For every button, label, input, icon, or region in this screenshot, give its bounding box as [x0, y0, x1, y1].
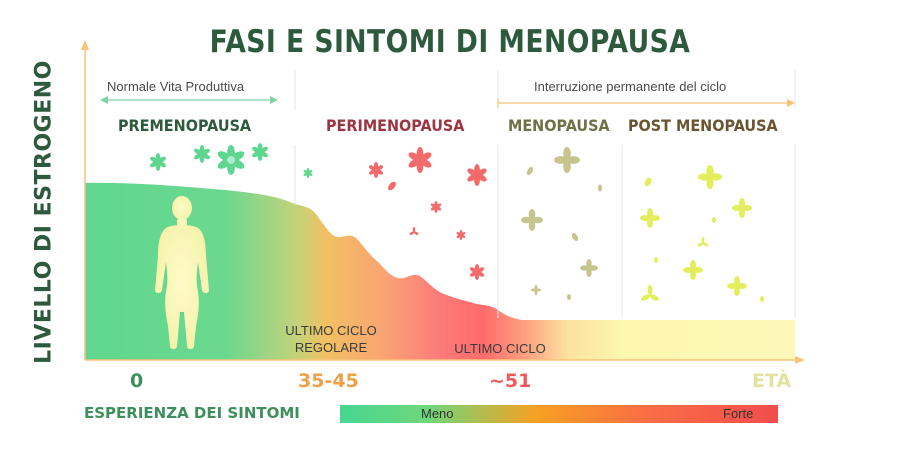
- normal-life-range-arrow: [100, 96, 278, 104]
- phase-premenopausa: PREMENOPAUSA: [118, 116, 252, 135]
- page-title: FASI E SINTOMI DI MENOPAUSA: [209, 24, 691, 60]
- marker-last-regular-cycle: ULTIMO CICLO REGOLARE: [285, 323, 377, 355]
- y-axis: [81, 40, 89, 360]
- woman-silhouette-icon: [155, 196, 209, 349]
- symptom-scale-high: Forte: [723, 406, 754, 421]
- x-axis: [85, 356, 805, 364]
- age-axis-label: ETÀ: [752, 370, 792, 392]
- phase-dividers: [294, 70, 796, 318]
- symptom-scale-label: ESPERIENZA DEI SINTOMI: [84, 404, 300, 422]
- interruption-range-arrow: [497, 98, 795, 108]
- marker-last-cycle: ULTIMO CICLO: [454, 341, 546, 356]
- symptom-scale-low: Meno: [421, 406, 454, 421]
- age-tick-35-45: 35-45: [298, 370, 359, 392]
- phase-perimenopausa: PERIMENOPAUSA: [326, 116, 465, 135]
- interruption-range-label: Interruzione permanente del ciclo: [534, 79, 727, 94]
- phase-menopausa: MENOPAUSA: [508, 116, 610, 135]
- phase-post-menopausa: POST MENOPAUSA: [628, 116, 778, 135]
- normal-life-range-label: Normale Vita Produttiva: [107, 79, 245, 94]
- age-tick-51: ~51: [489, 370, 532, 392]
- symptom-scale-bar: [340, 405, 778, 423]
- estrogen-level-area: [85, 182, 795, 360]
- age-tick-0: 0: [130, 370, 144, 392]
